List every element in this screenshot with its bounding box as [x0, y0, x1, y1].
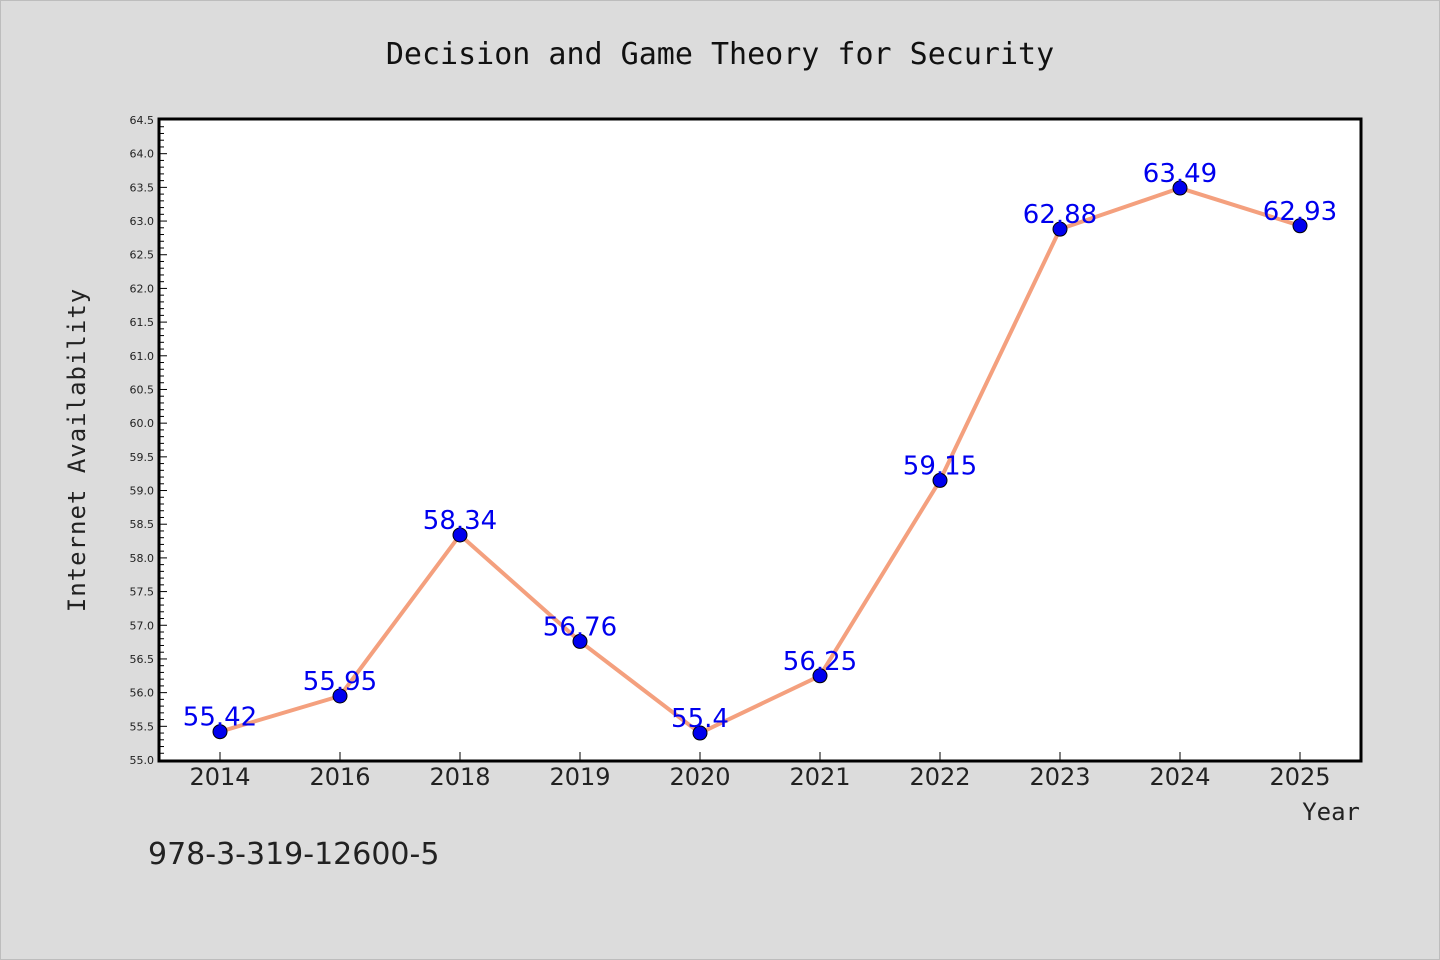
y-tick-label: 62.0 — [130, 282, 155, 295]
chart-title: Decision and Game Theory for Security — [386, 37, 1054, 72]
y-tick-label: 57.5 — [130, 586, 155, 599]
x-tick-label: 2018 — [429, 763, 490, 791]
y-tick-label: 63.0 — [130, 215, 155, 228]
y-tick-label: 57.0 — [130, 619, 155, 632]
x-tick-label: 2020 — [669, 763, 730, 791]
data-label: 63.49 — [1143, 159, 1217, 189]
y-tick-label: 59.5 — [130, 451, 155, 464]
data-point — [1292, 218, 1308, 234]
y-tick-label: 55.0 — [130, 754, 155, 767]
y-tick-label: 58.5 — [130, 518, 155, 531]
data-point — [932, 472, 948, 488]
y-tick-label: 60.5 — [130, 383, 155, 396]
series-line — [218, 186, 1302, 736]
x-tick-label: 2019 — [549, 763, 610, 791]
data-point — [572, 633, 588, 649]
y-tick-label: 56.5 — [130, 653, 155, 666]
y-tick-label: 61.5 — [130, 316, 155, 329]
y-tick-label: 60.0 — [130, 417, 155, 430]
y-axis: 55.0 55.5 56.0 56.5 57.0 57.5 58.0 58.5 59.0 59.5… — [130, 114, 167, 767]
data-series — [212, 180, 1308, 741]
y-tick-label: 62.5 — [130, 249, 155, 262]
data-labels: 55.42 55.95 58.34 56.76 55.4 56.25 59.15 62.88 6… — [183, 159, 1337, 734]
x-tick-label: 2016 — [309, 763, 370, 791]
x-axis-label: Year — [1302, 798, 1360, 826]
y-tick-label: 63.5 — [130, 181, 155, 194]
x-tick-label: 2023 — [1029, 763, 1090, 791]
y-axis-label: Internet Availability — [63, 288, 91, 612]
data-label: 62.88 — [1023, 200, 1097, 230]
y-tick-label: 58.0 — [130, 552, 155, 565]
data-point — [692, 725, 708, 741]
data-label: 58.34 — [423, 506, 497, 536]
data-label: 55.95 — [303, 667, 377, 697]
data-point — [212, 724, 228, 740]
x-tick-label: 2022 — [909, 763, 970, 791]
x-axis: 2014 2016 2018 2019 2020 2021 2022 2023 2024 2025 — [189, 752, 1331, 791]
footer-isbn: 978-3-319-12600-5 — [148, 837, 439, 872]
y-tick-label: 55.5 — [130, 720, 155, 733]
x-tick-label: 2024 — [1149, 763, 1210, 791]
data-label: 62.93 — [1263, 197, 1337, 227]
data-label: 56.76 — [543, 612, 617, 642]
data-label: 59.15 — [903, 451, 977, 481]
x-tick-label: 2014 — [189, 763, 250, 791]
y-tick-label: 64.0 — [130, 148, 155, 161]
y-tick-label: 64.5 — [130, 114, 155, 127]
data-point — [452, 527, 468, 543]
data-point — [1172, 180, 1188, 196]
data-label: 55.4 — [671, 704, 729, 734]
x-tick-label: 2021 — [789, 763, 850, 791]
data-point — [1052, 221, 1068, 237]
y-tick-label: 59.0 — [130, 485, 155, 498]
plot-area — [157, 117, 1363, 763]
data-point — [332, 688, 348, 704]
data-label: 56.25 — [783, 647, 857, 677]
data-label: 55.42 — [183, 703, 257, 733]
y-tick-label: 61.0 — [130, 350, 155, 363]
y-tick-label: 56.0 — [130, 687, 155, 700]
data-point — [812, 668, 828, 684]
x-tick-label: 2025 — [1269, 763, 1330, 791]
